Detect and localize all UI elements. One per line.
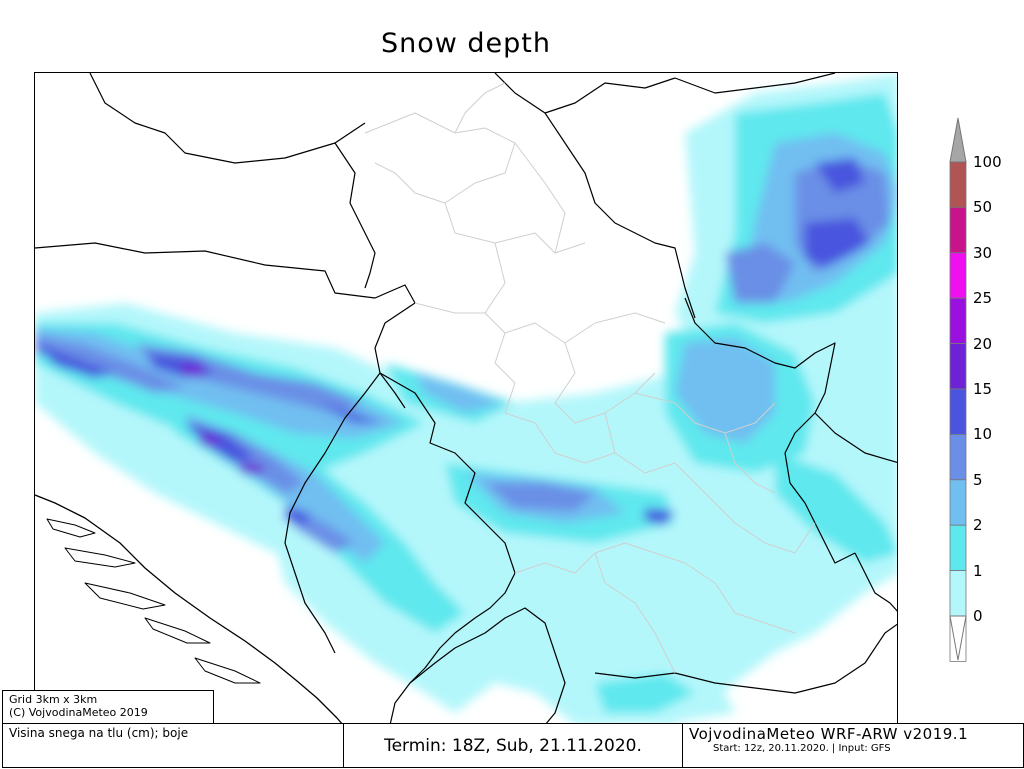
run-info: Start: 12z, 20.11.2020. | Input: GFS: [713, 743, 891, 754]
legend-swatch-50: [949, 207, 967, 254]
border-hungary-slovakia: [494, 73, 676, 114]
border-bulgaria: [854, 552, 897, 612]
legend-swatch-30: [949, 252, 967, 299]
legend-label-10: 10: [973, 425, 993, 444]
description-text: Visina snega na tlu (cm); boje: [9, 726, 189, 740]
legend-label-100: 100: [973, 153, 1002, 171]
legend-label-5: 5: [973, 470, 983, 489]
snow-layer-dark-blue: [35, 158, 870, 525]
legend-label-25: 25: [973, 289, 993, 308]
snow-field: [35, 73, 897, 723]
island-2: [64, 547, 136, 568]
island-1: [46, 518, 96, 538]
legend-swatch-10: [949, 433, 967, 481]
legend-label-20: 20: [973, 334, 993, 353]
color-legend: [949, 117, 967, 662]
border-kosovo-north-macedonia: [594, 623, 897, 694]
admin-districts: [364, 82, 816, 674]
coastline: [35, 494, 343, 723]
legend-swatch-100: [949, 161, 967, 208]
legend-swatch-15: [949, 388, 967, 435]
legend-swatch-1: [949, 570, 967, 617]
grid-resolution: Grid 3km x 3km: [9, 693, 98, 706]
legend-swatch-5: [949, 479, 967, 526]
border-montenegro: [409, 607, 566, 723]
map-title: Snow depth: [380, 28, 552, 59]
island-4: [144, 617, 211, 644]
legend-label-50: 50: [973, 198, 993, 217]
grid-info-box: Grid 3km x 3km (C) VojvodinaMeteo 2019: [2, 690, 214, 724]
brand-name: VojvodinaMeteo WRF-ARW v2019.1: [689, 725, 969, 743]
description-box: Visina snega na tlu (cm); boje: [2, 723, 344, 768]
border-hungary-croatia: [334, 142, 376, 289]
border-austria-hungary: [89, 73, 366, 164]
legend-label-2: 2: [973, 516, 983, 535]
legend-swatch-2: [949, 524, 967, 572]
border-romania-ukraine: [674, 73, 836, 94]
legend-label-1: 1: [973, 561, 983, 580]
border-serbia-bulgaria-north: [814, 412, 897, 464]
island-3: [84, 582, 166, 610]
legend-label-30: 30: [973, 243, 993, 262]
legend-label-0: 0: [973, 607, 983, 625]
legend-swatch-25: [949, 297, 967, 344]
brand-box: VojvodinaMeteo WRF-ARW v2019.1 Start: 12…: [682, 723, 1024, 768]
border-bosnia-croatia-south: [284, 372, 381, 654]
border-slovenia-croatia: [35, 242, 416, 409]
borders: [35, 73, 897, 723]
snow-depth-map[interactable]: [34, 72, 898, 724]
legend-swatch-20: [949, 343, 967, 390]
legend-label-15: 15: [973, 380, 993, 398]
termin-text: Termin: 18Z, Sub, 21.11.2020.: [384, 736, 642, 756]
copyright: (C) VojvodinaMeteo 2019: [9, 706, 148, 719]
termin-box: Termin: 18Z, Sub, 21.11.2020.: [343, 723, 683, 768]
snow-layer-violet: [180, 363, 265, 475]
island-5: [194, 657, 261, 684]
legend-under-arrow: [949, 615, 967, 661]
legend-over-arrow: [949, 117, 967, 163]
border-hungary-romania: [544, 112, 696, 319]
